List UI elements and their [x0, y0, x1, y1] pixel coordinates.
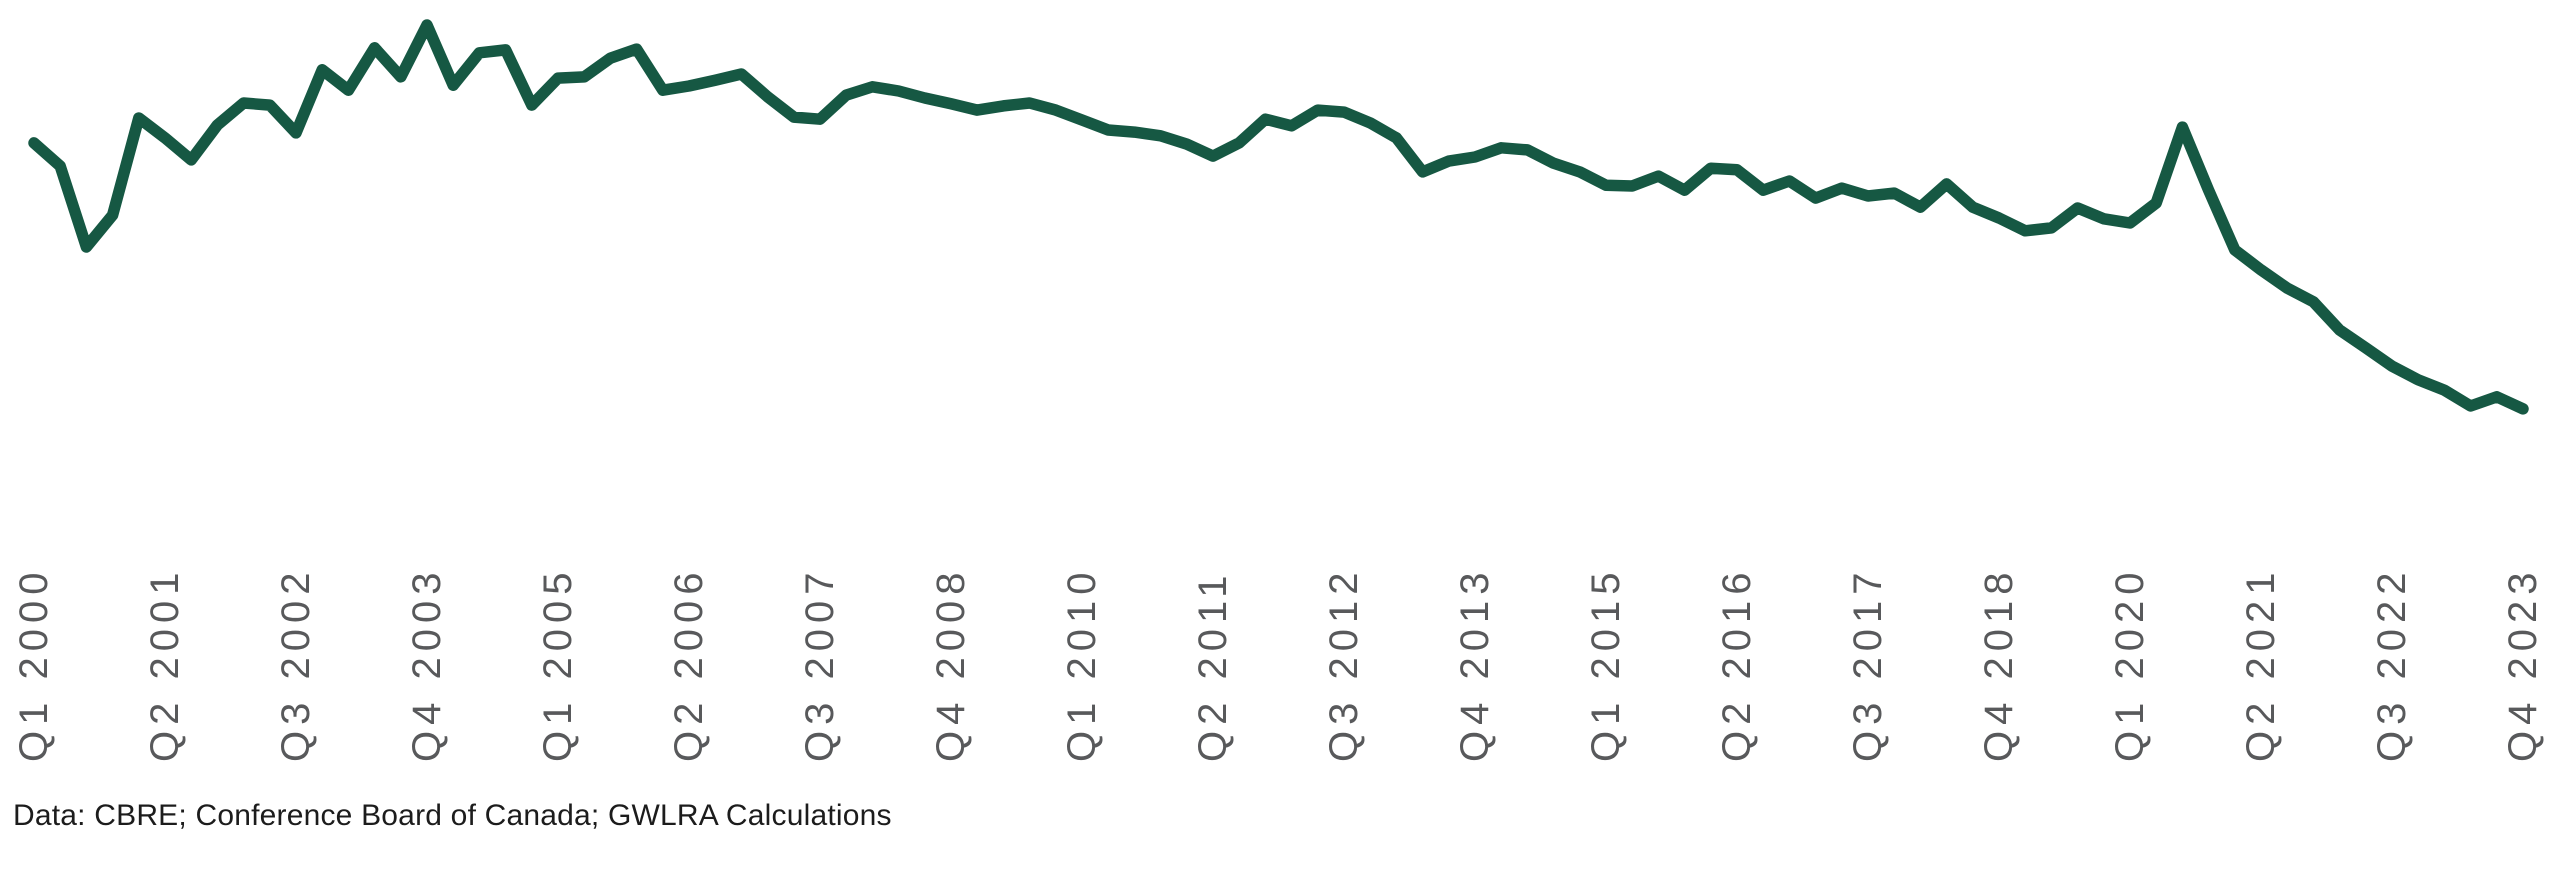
x-axis-tick-label: Q4 2003	[405, 566, 449, 762]
x-axis-tick-label: Q3 2022	[2370, 566, 2414, 762]
x-axis-tick-label: Q2 2021	[2239, 566, 2283, 762]
x-axis-tick-label: Q3 2012	[1322, 566, 1366, 762]
x-axis-tick-label: Q4 2023	[2501, 566, 2545, 762]
x-axis-tick-label: Q2 2011	[1191, 569, 1235, 763]
x-axis-tick-label: Q1 2005	[536, 566, 580, 762]
x-axis-tick-label: Q4 2018	[1977, 566, 2021, 762]
x-axis-tick-label: Q4 2013	[1453, 566, 1497, 762]
x-axis-tick-label: Q1 2010	[1060, 566, 1104, 762]
source-note: Data: CBRE; Conference Board of Canada; …	[13, 799, 892, 832]
x-axis-tick-label: Q2 2016	[1715, 566, 1759, 762]
x-axis-tick-label: Q2 2001	[143, 566, 187, 762]
x-axis-tick-label: Q2 2006	[667, 566, 711, 762]
x-axis-tick-label: Q4 2008	[929, 566, 973, 762]
x-axis-tick-label: Q3 2017	[1846, 566, 1890, 762]
x-axis-tick-label: Q3 2002	[274, 566, 318, 762]
line-chart	[28, 19, 2529, 415]
x-axis-tick-label: Q3 2007	[798, 566, 842, 762]
trend-line	[28, 19, 2529, 415]
x-axis-tick-label: Q1 2015	[1584, 566, 1628, 762]
x-axis-tick-label: Q1 2020	[2108, 566, 2152, 762]
x-axis-tick-label: Q1 2000	[12, 566, 56, 762]
